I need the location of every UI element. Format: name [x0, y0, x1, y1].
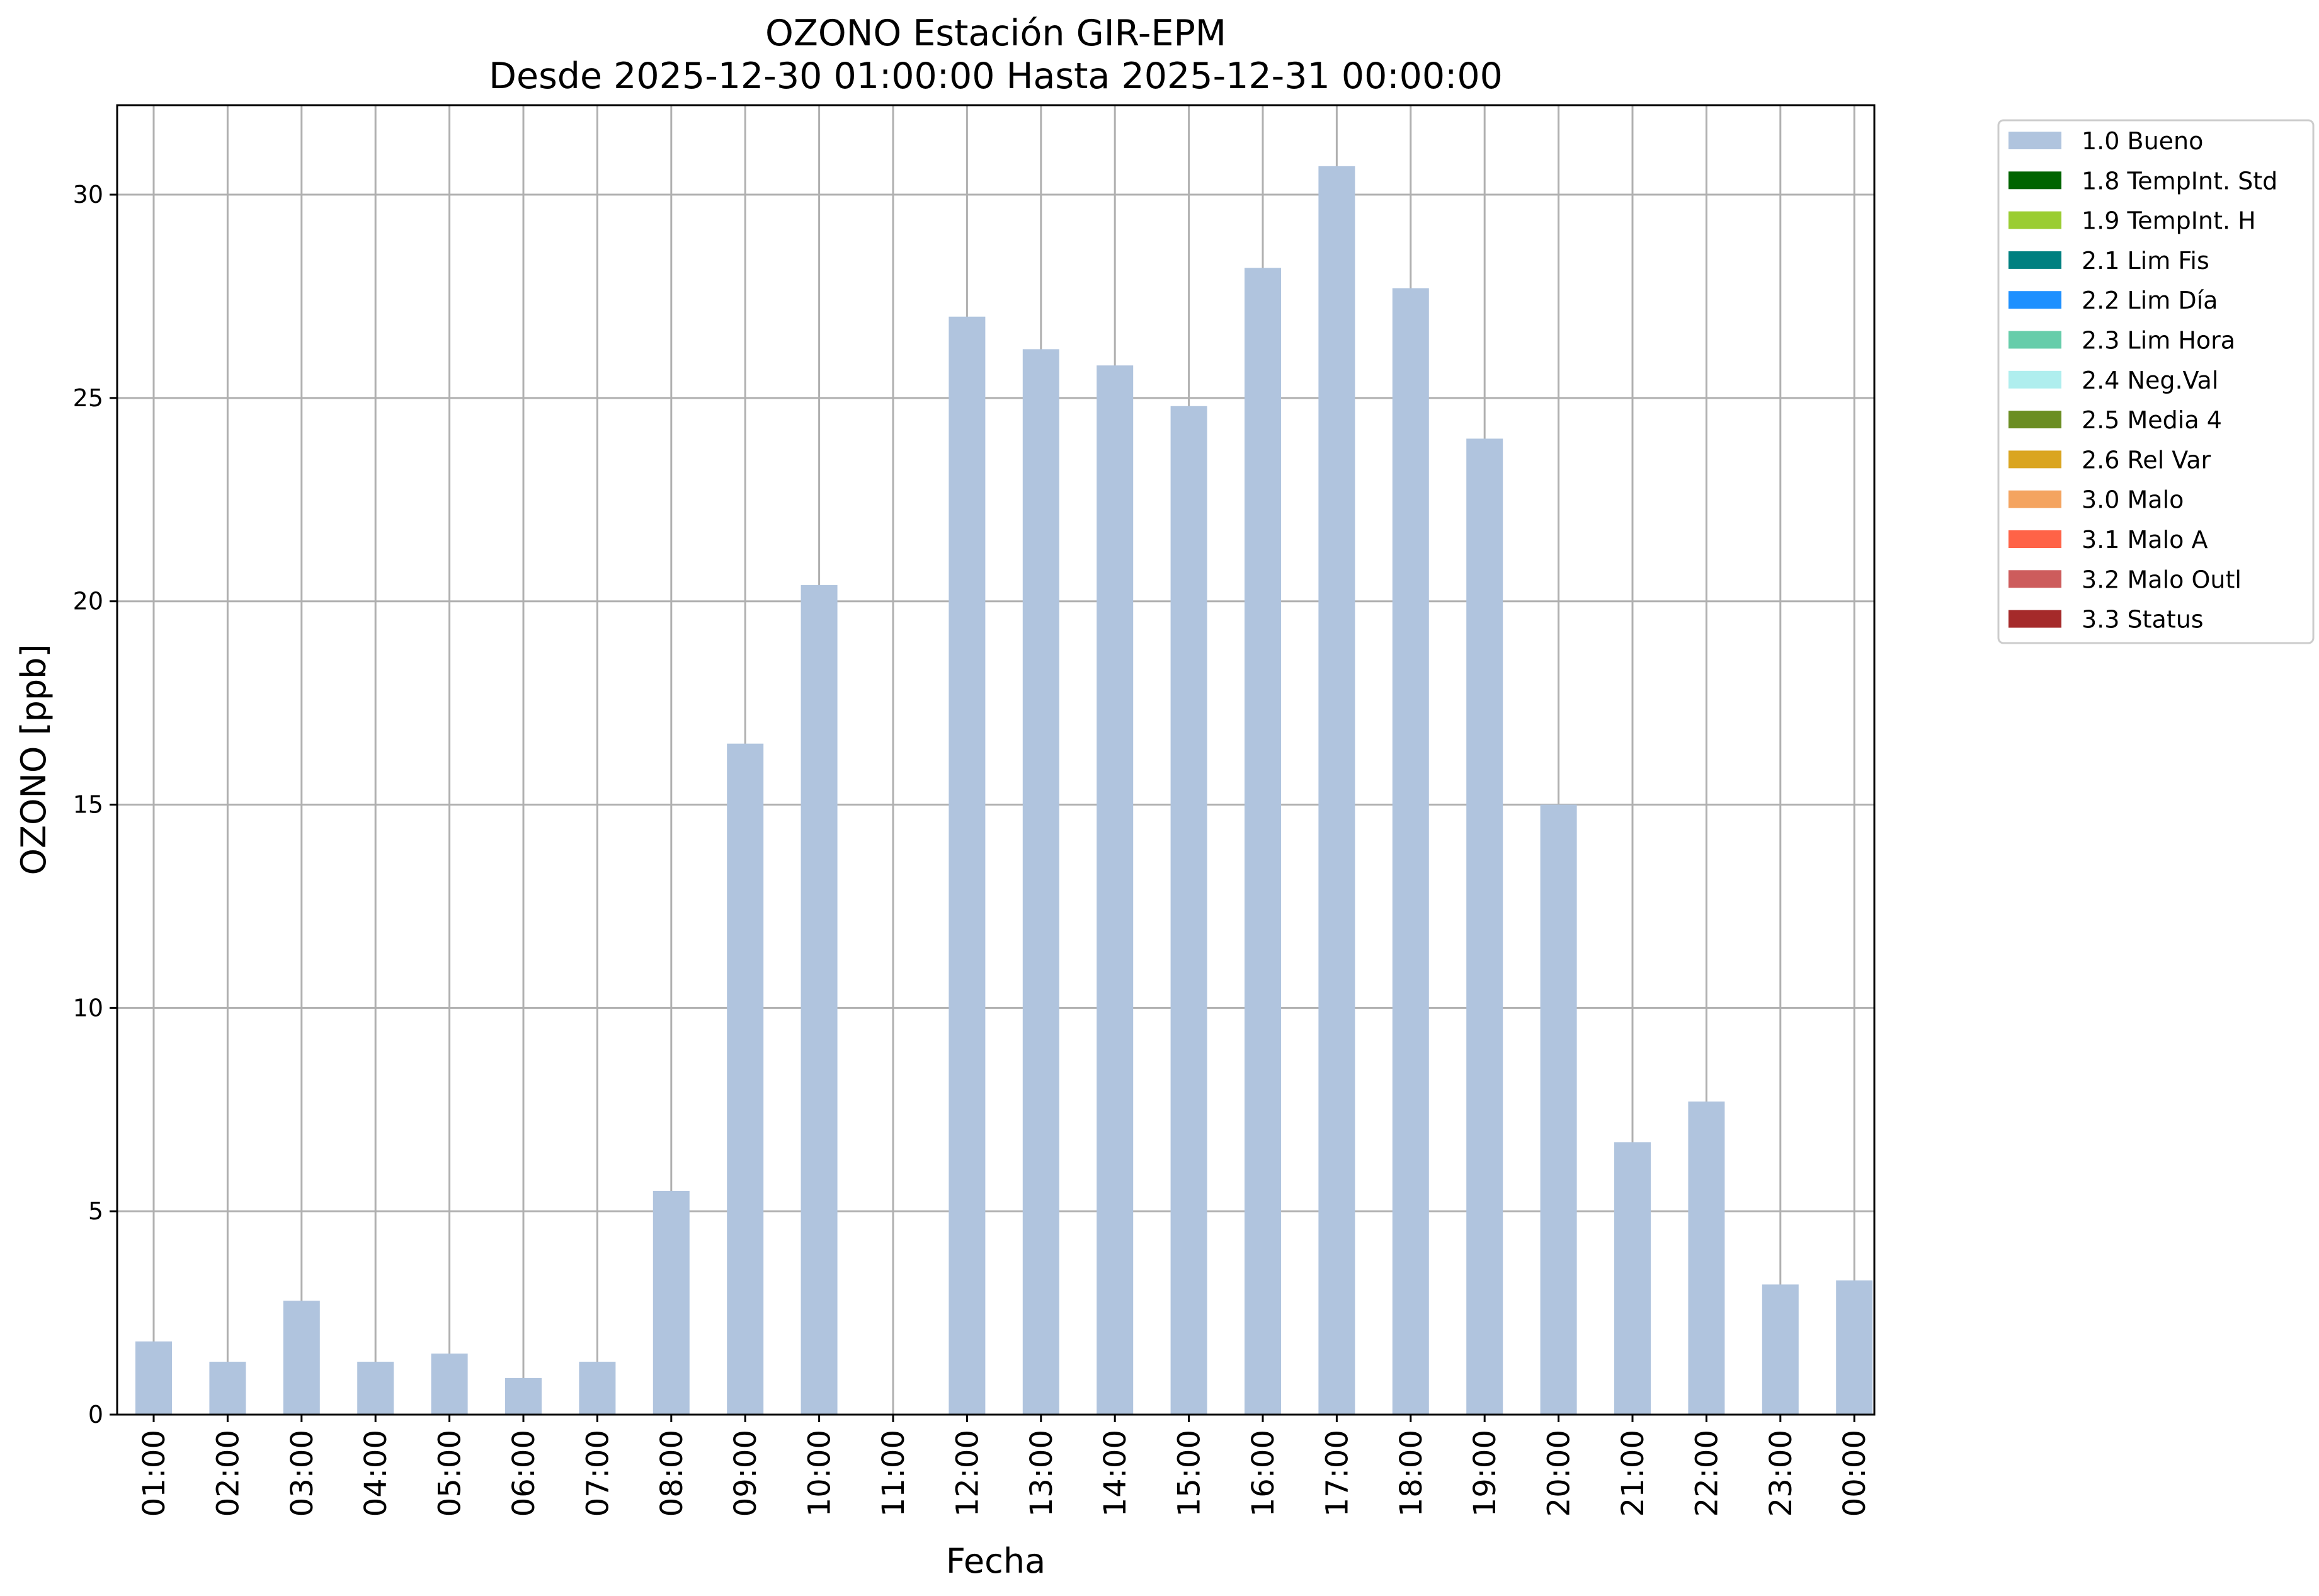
bar	[209, 1362, 246, 1415]
bar	[283, 1301, 320, 1415]
x-tick-label: 14:00	[1098, 1430, 1133, 1517]
legend-label: 3.1 Malo A	[2082, 526, 2208, 554]
bar	[1318, 166, 1355, 1415]
y-tick-label: 5	[88, 1197, 103, 1225]
y-tick-label: 25	[73, 384, 103, 412]
bar	[1097, 365, 1134, 1415]
x-tick-label: 23:00	[1763, 1430, 1799, 1517]
y-tick-label: 10	[73, 994, 103, 1022]
bar	[1540, 804, 1577, 1415]
bar	[1466, 438, 1503, 1415]
x-tick-label: 17:00	[1319, 1430, 1355, 1517]
bar	[357, 1362, 394, 1415]
bar	[135, 1341, 172, 1415]
x-tick-label: 00:00	[1837, 1430, 1872, 1517]
x-tick-label: 05:00	[433, 1430, 468, 1517]
x-tick-label: 08:00	[654, 1430, 690, 1517]
bar	[1022, 349, 1059, 1415]
x-tick-label: 13:00	[1024, 1430, 1059, 1517]
legend-box	[1997, 119, 2315, 644]
legend-label: 1.9 TempInt. H	[2082, 207, 2256, 235]
bar	[1245, 268, 1281, 1415]
legend: 1.0 Bueno 1.8 TempInt. Std 1.9 TempInt. H 2…	[1997, 119, 2315, 644]
x-axis-ticks: 01:00 02:00 03:00 04:00 05:00 06:00 07:00 08:00…	[137, 1415, 1872, 1517]
legend-label: 2.1 Lim Fis	[2082, 247, 2209, 275]
y-axis-ticks: 0 5 10 15 20 25 30	[73, 181, 117, 1428]
x-tick-label: 06:00	[506, 1430, 542, 1517]
legend-swatch	[2008, 171, 2061, 190]
legend-swatch	[2008, 251, 2061, 269]
legend-swatch	[2008, 211, 2061, 229]
x-tick-label: 09:00	[728, 1430, 763, 1517]
y-tick-label: 0	[88, 1401, 103, 1428]
grid-lines	[117, 105, 1874, 1416]
x-tick-label: 11:00	[876, 1430, 911, 1517]
x-tick-label: 01:00	[137, 1430, 172, 1517]
bar	[1392, 288, 1429, 1415]
plot-frame	[116, 104, 1876, 1416]
x-tick-label: 22:00	[1689, 1430, 1724, 1517]
legend-swatch	[2008, 132, 2061, 149]
y-tick-label: 15	[73, 791, 103, 819]
legend-swatch	[2008, 450, 2061, 469]
bar	[727, 743, 764, 1415]
x-tick-label: 15:00	[1172, 1430, 1207, 1517]
chart-subtitle: Desde 2025-12-30 01:00:00 Hasta 2025-12-…	[489, 55, 1503, 97]
x-tick-label: 21:00	[1615, 1430, 1651, 1517]
chart-title: OZONO Estación GIR-EPM	[765, 13, 1226, 54]
legend-swatch	[2008, 370, 2061, 389]
x-tick-label: 16:00	[1246, 1430, 1281, 1517]
x-tick-label: 20:00	[1542, 1430, 1577, 1517]
y-axis-label: OZONO [ppb]	[14, 644, 54, 875]
bar	[949, 316, 986, 1415]
bar	[1836, 1280, 1873, 1415]
bar	[801, 584, 838, 1415]
legend-swatch	[2008, 490, 2061, 508]
bar	[1762, 1284, 1799, 1415]
x-tick-label: 04:00	[358, 1430, 394, 1517]
bar	[1170, 406, 1207, 1415]
legend-swatch	[2008, 331, 2061, 349]
x-tick-label: 10:00	[802, 1430, 838, 1517]
legend-label: 2.5 Media 4	[2082, 406, 2222, 434]
legend-swatch	[2008, 291, 2061, 309]
y-tick-label: 20	[73, 588, 103, 615]
legend-label: 2.6 Rel Var	[2082, 446, 2211, 474]
y-tick-label: 30	[73, 181, 103, 208]
x-tick-label: 03:00	[285, 1430, 320, 1517]
bar	[1614, 1142, 1651, 1415]
legend-swatch	[2008, 411, 2061, 429]
legend-label: 2.3 Lim Hora	[2082, 327, 2235, 355]
legend-label: 1.0 Bueno	[2082, 127, 2203, 155]
legend-label: 2.4 Neg.Val	[2082, 367, 2218, 394]
legend-swatch	[2008, 570, 2061, 588]
legend-label: 2.2 Lim Día	[2082, 287, 2218, 314]
legend-label: 3.3 Status	[2082, 606, 2204, 634]
x-tick-label: 07:00	[580, 1430, 615, 1517]
x-axis-label: Fecha	[946, 1541, 1046, 1581]
x-tick-label: 18:00	[1394, 1430, 1429, 1517]
legend-label: 3.0 Malo	[2082, 486, 2184, 514]
x-tick-label: 02:00	[210, 1430, 246, 1517]
bar	[579, 1362, 616, 1415]
x-tick-label: 19:00	[1467, 1430, 1503, 1517]
bar	[431, 1354, 468, 1415]
bar	[652, 1190, 690, 1415]
bar	[505, 1377, 542, 1415]
bars-group	[135, 166, 1873, 1415]
legend-swatch	[2008, 530, 2061, 548]
bar	[1688, 1101, 1725, 1415]
legend-label: 3.2 Malo Outl	[2082, 566, 2242, 593]
x-tick-label: 12:00	[950, 1430, 985, 1517]
legend-label: 1.8 TempInt. Std	[2082, 167, 2277, 195]
legend-swatch	[2008, 610, 2061, 628]
